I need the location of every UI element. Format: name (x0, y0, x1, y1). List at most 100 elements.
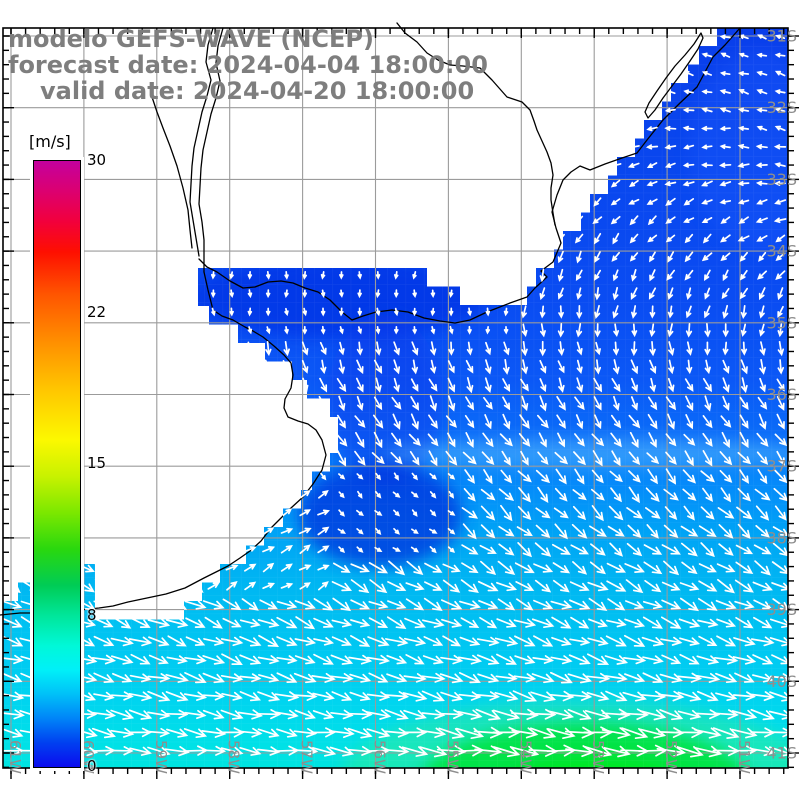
wind-arrow (601, 727, 632, 739)
wind-arrow (567, 708, 592, 721)
wind-arrow (411, 491, 419, 498)
wind-arrow (777, 323, 784, 338)
wind-arrow (439, 709, 464, 720)
wind-arrow (496, 653, 517, 665)
wind-arrow (759, 358, 766, 375)
wind-arrow (463, 487, 476, 502)
wind-arrow (339, 271, 344, 280)
wind-arrow (613, 395, 620, 411)
wind-arrow (447, 527, 456, 535)
wind-arrow (449, 325, 454, 335)
wind-arrow (752, 654, 774, 665)
lon-label: 55W (443, 740, 461, 774)
wind-arrow (511, 727, 539, 739)
wind-arrow (338, 473, 346, 480)
wind-arrow (265, 289, 271, 299)
wind-arrow (375, 307, 381, 317)
wind-arrow (773, 217, 787, 224)
wind-arrow (696, 655, 720, 665)
wind-arrow (776, 450, 785, 466)
wind-arrow (447, 432, 456, 448)
wind-arrow (496, 581, 518, 592)
wind-arrow (283, 340, 290, 357)
wind-arrow (686, 287, 692, 301)
wind-arrow (667, 287, 674, 300)
wind-arrow (411, 472, 419, 481)
forecast-date: forecast date: 2024-04-04 18:00:00 (8, 51, 488, 79)
wind-arrow (441, 618, 463, 628)
lon-label: 58W (225, 740, 243, 774)
wind-arrow (610, 432, 622, 448)
wind-arrow (739, 431, 749, 449)
wind-arrow (350, 635, 371, 647)
wind-arrow (534, 579, 552, 593)
wind-arrow (262, 582, 276, 590)
wind-arrow (480, 488, 496, 501)
wind-arrow (402, 727, 428, 738)
wind-arrow (712, 727, 740, 739)
wind-arrow (774, 89, 786, 95)
wind-arrow (754, 560, 771, 576)
wind-arrow (338, 359, 345, 375)
wind-arrow (317, 509, 330, 516)
wind-arrow (750, 636, 775, 647)
wind-arrow (737, 235, 750, 242)
wind-arrow (555, 468, 567, 485)
wind-arrow (313, 598, 334, 611)
wind-arrow (476, 654, 500, 665)
wind-arrow (439, 673, 464, 684)
wind-arrow (91, 654, 117, 665)
wind-arrow (736, 506, 753, 520)
wind-arrow (589, 561, 606, 575)
wind-arrow (517, 470, 532, 483)
wind-arrow (630, 377, 638, 393)
wind-arrow (356, 473, 364, 480)
wind-arrow (411, 341, 419, 356)
wind-arrow (660, 636, 683, 646)
wind-arrow (229, 307, 234, 317)
wind-arrow (442, 563, 461, 573)
wind-arrow (329, 672, 354, 683)
wind-arrow (702, 450, 713, 467)
wind-arrow (467, 307, 472, 317)
wind-arrow (401, 746, 429, 757)
wind-arrow (684, 251, 694, 263)
wind-arrow (148, 636, 170, 647)
wind-arrow (503, 341, 510, 356)
wind-arrow (629, 252, 639, 262)
wind-arrow (265, 270, 271, 280)
wind-arrow (220, 746, 244, 757)
wind-arrow (624, 673, 646, 683)
wind-arrow (366, 691, 391, 701)
wind-arrow (513, 618, 537, 628)
wind-arrow (774, 180, 786, 186)
wind-arrow (257, 655, 280, 665)
wind-arrow (372, 414, 384, 429)
wind-arrow (284, 270, 289, 280)
wind-arrow (375, 271, 381, 280)
wind-arrow (513, 673, 537, 683)
wind-arrow (735, 544, 754, 555)
wind-arrow (677, 672, 703, 683)
wind-arrow (430, 359, 437, 375)
wind-arrow (602, 708, 631, 721)
wind-arrow (429, 546, 437, 554)
wind-arrow (298, 564, 312, 571)
coastline (0, 22, 741, 616)
colorbar (33, 160, 81, 768)
wind-arrow (588, 618, 608, 628)
lat-label: 39S (766, 600, 797, 619)
wind-arrow (91, 709, 117, 720)
wind-arrow (244, 546, 257, 553)
wind-arrow (184, 709, 207, 720)
wind-arrow (732, 654, 757, 665)
wind-arrow (93, 672, 115, 683)
wind-arrow (570, 616, 590, 629)
wind-arrow (386, 654, 408, 665)
colorbar-tick-label: 15 (87, 454, 107, 472)
wind-arrow (720, 415, 732, 428)
wind-arrow (664, 144, 677, 150)
wind-arrow (661, 654, 682, 665)
wind-arrow (552, 579, 570, 593)
